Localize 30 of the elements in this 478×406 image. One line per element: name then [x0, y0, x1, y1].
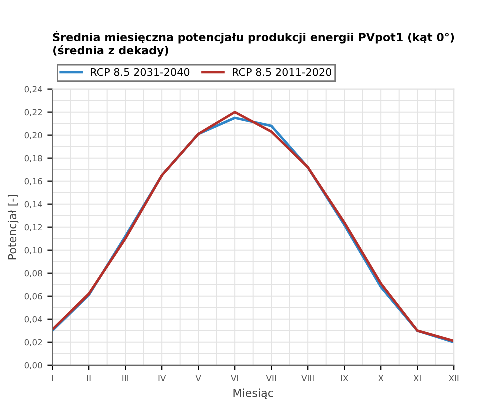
chart-title: Średnia miesięczna potencjału produkcji energii PVpot1 (kąt 0°) (średnia z dekady): [53, 31, 454, 57]
x-axis-title: Miesiąc: [234, 388, 274, 400]
x-tick-label: VI: [231, 375, 238, 382]
y-tick-label: 0,16: [24, 178, 42, 186]
y-tick-label: 0,08: [24, 270, 42, 278]
y-tick-label: 0,00: [24, 362, 42, 370]
y-axis-title: Potencjał [-]: [8, 194, 19, 260]
x-tick-label: IX: [341, 375, 348, 382]
legend-label: RCP 8.5 2031-2040: [91, 68, 190, 76]
x-tick-label: XI: [414, 375, 421, 382]
x-tick-label: XII: [449, 375, 459, 382]
y-tick-label: 0,18: [24, 155, 42, 162]
y-tick-label: 0,04: [24, 316, 42, 324]
y-tick-label: 0,10: [24, 247, 42, 254]
legend-label: RCP 8.5 2011-2020: [233, 68, 332, 76]
y-tick-label: 0,12: [24, 224, 42, 232]
x-tick-label: II: [87, 375, 91, 382]
y-tick-label: 0,06: [24, 293, 42, 301]
y-tick-label: 0,22: [24, 109, 42, 116]
x-tick-label: III: [122, 375, 128, 382]
x-tick-label: VIII: [302, 375, 314, 382]
y-tick-label: 0,20: [24, 132, 42, 140]
x-tick-label: X: [378, 375, 384, 382]
x-tick-label: IV: [158, 375, 166, 382]
y-tick-label: 0,14: [24, 201, 42, 208]
y-tick-label: 0,02: [24, 339, 42, 347]
x-tick-label: V: [196, 375, 202, 382]
x-tick-label: VII: [266, 375, 276, 382]
x-tick-label: I: [52, 375, 53, 382]
y-tick-label: 0,24: [24, 86, 42, 94]
